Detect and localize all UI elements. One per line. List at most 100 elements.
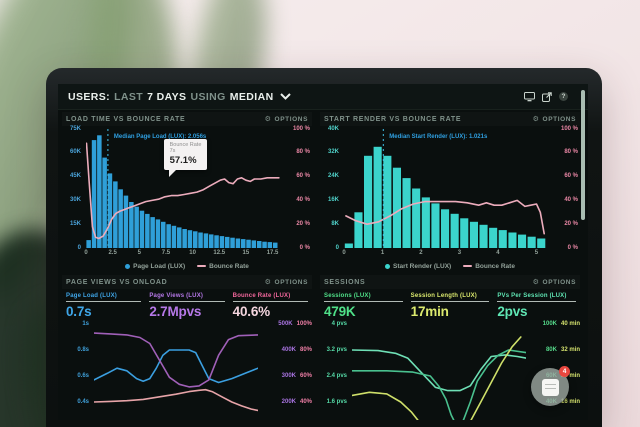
options-button[interactable]: ⚙ OPTIONS — [533, 115, 576, 124]
histogram-bar[interactable] — [241, 239, 246, 248]
histogram-bar[interactable] — [273, 242, 278, 248]
histogram-bar[interactable] — [508, 232, 517, 249]
histogram-bar[interactable] — [166, 224, 171, 248]
y2-axis-tick: 80 % — [564, 149, 578, 156]
metric-value: 40.6% — [232, 304, 270, 319]
tooltip-value: 57.1% — [169, 154, 197, 166]
options-button[interactable]: ⚙ OPTIONS — [265, 115, 308, 124]
histogram-bar[interactable] — [91, 140, 97, 248]
page-views-chart[interactable]: 1s 0.8s 0.6s 0.4s 500K 100% 400K 80% 300K 60% 200K… — [62, 321, 312, 420]
histogram-bar[interactable] — [450, 213, 459, 248]
histogram-bar[interactable] — [412, 188, 421, 249]
options-button[interactable]: ⚙ OPTIONS — [533, 278, 576, 287]
x-axis-tick: 3 — [457, 250, 462, 256]
histogram-bar[interactable] — [364, 155, 373, 248]
histogram-bar[interactable] — [193, 231, 198, 248]
histogram-bar[interactable] — [498, 230, 507, 248]
histogram-bar[interactable] — [203, 233, 209, 248]
series-line — [351, 349, 527, 392]
histogram-bar[interactable] — [235, 238, 241, 249]
start_render-plot-svg — [344, 129, 546, 249]
histogram-bar[interactable] — [86, 240, 91, 248]
legend: Page Load (LUX) Bounce Rate — [62, 260, 312, 272]
topbar-days-label[interactable]: 7 DAYS — [147, 90, 187, 103]
histogram-bar[interactable] — [209, 234, 214, 248]
share-icon[interactable] — [542, 91, 552, 102]
histogram-bar[interactable] — [537, 238, 546, 249]
load-time-chart[interactable]: Median Page Load (LUX): 2.056s Bounce Rat… — [62, 126, 312, 272]
topbar-median-label[interactable]: MEDIAN — [229, 90, 274, 103]
histogram-bar[interactable] — [518, 234, 527, 248]
histogram-bar[interactable] — [441, 209, 450, 248]
metric-value: 2.7Mpvs — [149, 304, 202, 319]
histogram-bar[interactable] — [214, 235, 219, 248]
histogram-bar[interactable] — [171, 225, 177, 248]
histogram-bar[interactable] — [155, 219, 161, 248]
histogram-bar[interactable] — [187, 230, 193, 248]
plot-area: Median Start Render (LUX): 1.021s — [344, 129, 548, 249]
histogram-bar[interactable] — [354, 212, 363, 248]
histogram-bar[interactable] — [182, 229, 187, 248]
histogram-bar[interactable] — [97, 135, 102, 248]
notifications-button[interactable]: 4 — [531, 366, 570, 406]
legend-item[interactable]: Start Render (LUX) — [385, 263, 451, 270]
y2-axis-tick: 500K 100% — [260, 321, 312, 328]
histogram-bar[interactable] — [145, 213, 150, 248]
sessions-plot-svg — [351, 336, 527, 420]
histogram-bar[interactable] — [177, 227, 182, 248]
plot-area: Median Page Load (LUX): 2.056s Bounce Rat… — [85, 129, 280, 249]
options-label: OPTIONS — [274, 115, 308, 123]
legend-item[interactable]: Bounce Rate — [463, 263, 515, 270]
histogram-bar[interactable] — [267, 242, 273, 248]
y2-rate-label: 100% — [296, 320, 312, 327]
histogram-bar[interactable] — [257, 241, 262, 248]
metric: Session Length (LUX) 17min — [410, 293, 490, 319]
histogram-bar[interactable] — [246, 239, 251, 248]
histogram-bar[interactable] — [527, 236, 536, 248]
histogram-bar[interactable] — [460, 218, 469, 249]
histogram-bar[interactable] — [373, 146, 382, 248]
panel-start-render-vs-bounce-rate: START RENDER VS BOUNCE RATE ⚙ OPTIONS Me… — [320, 112, 580, 272]
histogram-bar[interactable] — [251, 240, 257, 248]
options-button[interactable]: ⚙ OPTIONS — [265, 278, 308, 287]
legend-item[interactable]: Page Load (LUX) — [125, 263, 185, 270]
panel-title: START RENDER VS BOUNCE RATE — [324, 115, 462, 123]
y-axis-tick: 8K — [331, 220, 339, 227]
histogram-bar[interactable] — [479, 224, 488, 248]
histogram-bar[interactable] — [107, 173, 113, 248]
y2-axis-tick: 60 % — [296, 173, 310, 180]
legend-item[interactable]: Bounce Rate — [197, 263, 249, 270]
tooltip-x-label: 7s — [169, 148, 176, 155]
y-axis-tick: 24K — [327, 173, 339, 180]
histogram-bar[interactable] — [489, 227, 498, 248]
histogram-bar[interactable] — [134, 206, 139, 248]
histogram-bar[interactable] — [262, 241, 267, 248]
histogram-bar[interactable] — [344, 243, 353, 249]
metric-divider — [66, 301, 142, 302]
start-render-chart[interactable]: Median Start Render (LUX): 1.021s 40K 32K 2… — [320, 125, 580, 272]
histogram-bar[interactable] — [129, 202, 134, 248]
y-axis-tick: 40K — [327, 125, 339, 132]
histogram-bar[interactable] — [123, 195, 129, 248]
histogram-bar[interactable] — [102, 157, 107, 248]
histogram-bar[interactable] — [392, 167, 401, 248]
histogram-bar[interactable] — [225, 236, 230, 248]
monitor-icon[interactable] — [524, 91, 535, 102]
histogram-bar[interactable] — [139, 210, 145, 248]
chevron-down-icon[interactable] — [279, 93, 291, 100]
scrollbar[interactable] — [581, 90, 585, 220]
histogram-bar[interactable] — [230, 237, 235, 248]
histogram-bar[interactable] — [431, 203, 440, 248]
panel-load-time-vs-bounce-rate: LOAD TIME VS BOUNCE RATE ⚙ OPTIONS Media… — [62, 112, 312, 272]
help-icon[interactable]: ? — [559, 92, 568, 101]
histogram-bar[interactable] — [402, 178, 411, 248]
histogram-bar[interactable] — [161, 221, 166, 248]
histogram-bar[interactable] — [219, 236, 225, 248]
metric-value: 17min — [410, 304, 449, 319]
histogram-bar[interactable] — [421, 197, 430, 248]
histogram-bar[interactable] — [150, 217, 155, 248]
histogram-bar[interactable] — [118, 189, 123, 248]
histogram-bar[interactable] — [469, 221, 478, 248]
histogram-bar[interactable] — [383, 155, 392, 248]
histogram-bar[interactable] — [198, 232, 203, 249]
